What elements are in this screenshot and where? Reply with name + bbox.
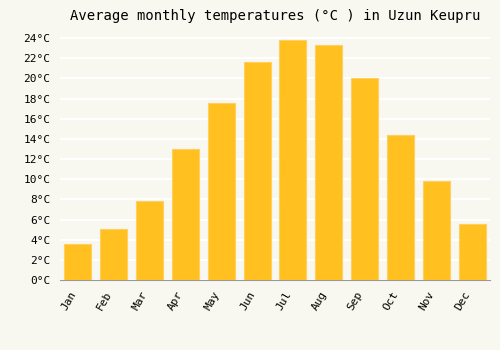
Bar: [280, 40, 306, 280]
Bar: [387, 135, 414, 280]
Bar: [208, 103, 234, 280]
Bar: [172, 149, 199, 280]
Title: Average monthly temperatures (°C ) in Uzun Keupru: Average monthly temperatures (°C ) in Uz…: [70, 9, 480, 23]
Bar: [64, 244, 92, 280]
Bar: [244, 62, 270, 280]
Bar: [136, 201, 163, 280]
Bar: [458, 224, 485, 280]
Bar: [316, 45, 342, 280]
Bar: [351, 78, 378, 280]
Bar: [423, 181, 450, 280]
Bar: [100, 229, 127, 280]
